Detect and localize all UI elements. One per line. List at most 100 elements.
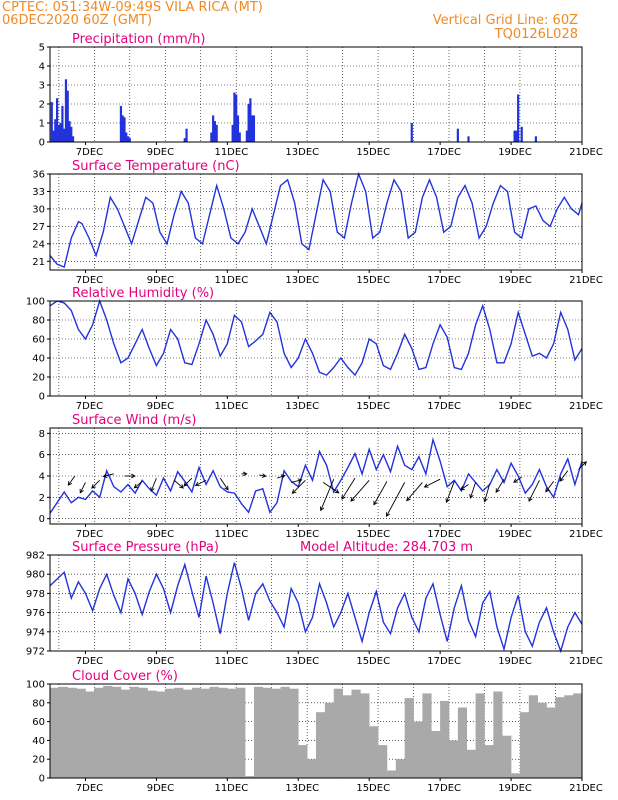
cloud-area-segment — [76, 688, 86, 778]
wind-vector-head — [373, 500, 378, 506]
wind-x-tick-label: 15DEC — [356, 529, 390, 540]
cloud-area-segment — [573, 693, 583, 778]
precip-y-tick-label: 0 — [39, 138, 45, 149]
wind-vector-head — [545, 487, 550, 493]
cloud-area-segment — [316, 712, 326, 778]
rh-x-tick-label: 17DEC — [427, 401, 461, 412]
cloud-area-segment — [58, 686, 69, 778]
pressure-y-tick-label: 972 — [26, 647, 45, 658]
cloud-y-tick-label: 40 — [32, 736, 45, 747]
wind-vector-head — [483, 497, 488, 503]
cloud-area-segment — [262, 687, 272, 778]
cloud-area-segment — [191, 687, 202, 778]
wind-vector-shaft — [513, 476, 522, 483]
precip-bar — [63, 128, 66, 142]
wind-vector-shaft — [341, 477, 356, 500]
cloud-area-segment — [537, 702, 547, 778]
wind-vector-shaft — [219, 477, 229, 491]
cloud-area-segment — [165, 688, 175, 778]
cloud-area-segment — [174, 687, 184, 778]
wind-vector-head — [406, 496, 411, 502]
wind-vector-head — [297, 478, 303, 483]
cloud-area-segment — [227, 688, 237, 778]
cloud-area-segment — [457, 707, 468, 778]
precip-x-tick-label: 15DEC — [356, 147, 390, 158]
precip-panel: Precipitation (mm/h) 0 1 2 3 4 5 7DEC 9DEC 11DEC 1… — [39, 32, 603, 158]
cloud-area-segment — [298, 745, 308, 778]
precip-bar — [119, 105, 123, 142]
temp-title: Surface Temperature (nC) — [72, 159, 240, 174]
temp-y-tick-label: 36 — [32, 170, 45, 181]
wind-vector-shaft — [79, 482, 86, 494]
cloud-area-segment — [307, 759, 317, 778]
cloud-frame — [49, 683, 583, 779]
cloud-area-segment — [156, 691, 166, 778]
wind-vector-head — [319, 506, 325, 512]
wind-vector-shaft — [183, 477, 193, 487]
wind-vector-head — [133, 483, 139, 489]
cloud-area-segment — [466, 749, 476, 778]
wind-vector-head — [459, 485, 465, 491]
precip-bar — [210, 132, 213, 142]
cloud-area-segment — [519, 712, 530, 778]
precip-title: Precipitation (mm/h) — [72, 32, 205, 47]
precip-bar — [61, 105, 64, 142]
wind-vector-head — [528, 497, 533, 502]
rh-x-tick-label: 7DEC — [76, 401, 103, 412]
cloud-area-segment — [404, 698, 414, 778]
cloud-x-tick-label: 21DEC — [569, 783, 603, 794]
precip-bar — [513, 130, 516, 142]
wind-y-tick-label: 4 — [39, 472, 45, 483]
wind-vector-shaft — [259, 474, 266, 477]
cloud-area-segment — [218, 687, 228, 778]
wind-vector-head — [224, 485, 229, 491]
temp-x-tick-label: 13DEC — [285, 275, 319, 286]
wind-y-tick-label: 6 — [39, 450, 45, 461]
wind-x-tick-label: 7DEC — [76, 529, 103, 540]
wind-frame — [49, 427, 583, 525]
chart-panels: Precipitation (mm/h) 0 1 2 3 4 5 7DEC 9DEC 11DEC 1… — [26, 32, 603, 794]
cloud-area-segment — [369, 726, 379, 778]
wind-vector-head — [102, 473, 108, 478]
wind-vector-head — [291, 489, 297, 494]
cloud-area-segment — [209, 686, 219, 778]
pressure-y-tick-label: 976 — [26, 608, 45, 619]
wind-vector-head — [242, 471, 248, 477]
rh-x-tick-label: 15DEC — [356, 401, 390, 412]
cloud-y-tick-label: 20 — [32, 755, 45, 766]
cloud-y-tick-label: 80 — [32, 698, 45, 709]
precip-bar — [249, 98, 252, 142]
rh-series-line — [49, 298, 583, 377]
cloud-area-segment — [103, 685, 113, 778]
pressure-frame — [49, 554, 583, 652]
wind-vector-head — [67, 481, 73, 486]
cloud-area-segment — [112, 686, 122, 778]
precip-x-tick-label: 9DEC — [147, 147, 174, 158]
precip-bar — [213, 121, 217, 142]
temp-x-tick-label: 17DEC — [427, 275, 461, 286]
precip-bar — [236, 115, 240, 142]
pressure-x-tick-label: 11DEC — [214, 656, 248, 667]
cloud-x-tick-label: 19DEC — [498, 783, 532, 794]
pressure-y-tick-label: 974 — [26, 627, 45, 638]
precip-bar — [70, 126, 73, 142]
cloud-area-segment — [351, 689, 361, 778]
wind-vector-head — [495, 488, 500, 494]
cloud-y-tick-label: 0 — [39, 774, 45, 785]
precip-bar — [245, 130, 248, 142]
cloud-y-tick-label: 60 — [32, 717, 45, 728]
precip-frame — [49, 46, 583, 143]
wind-vector-head — [334, 489, 340, 494]
temp-y-tick-label: 24 — [32, 239, 45, 250]
wind-vector-head — [469, 493, 474, 499]
temp-y-tick-label: 21 — [32, 257, 45, 268]
wind-panel: Surface Wind (m/s) 0 2 4 6 8 7DEC 9DEC 11DEC 13DE… — [39, 413, 603, 540]
cloud-area-segment — [236, 687, 246, 778]
pressure-x-tick-label: 19DEC — [498, 656, 532, 667]
wind-vector-shaft — [406, 482, 423, 501]
precip-bar — [71, 136, 75, 142]
pressure-x-tick-label: 7DEC — [76, 656, 103, 667]
precip-x-tick-label: 17DEC — [427, 147, 461, 158]
cloud-area-segment — [413, 721, 423, 778]
